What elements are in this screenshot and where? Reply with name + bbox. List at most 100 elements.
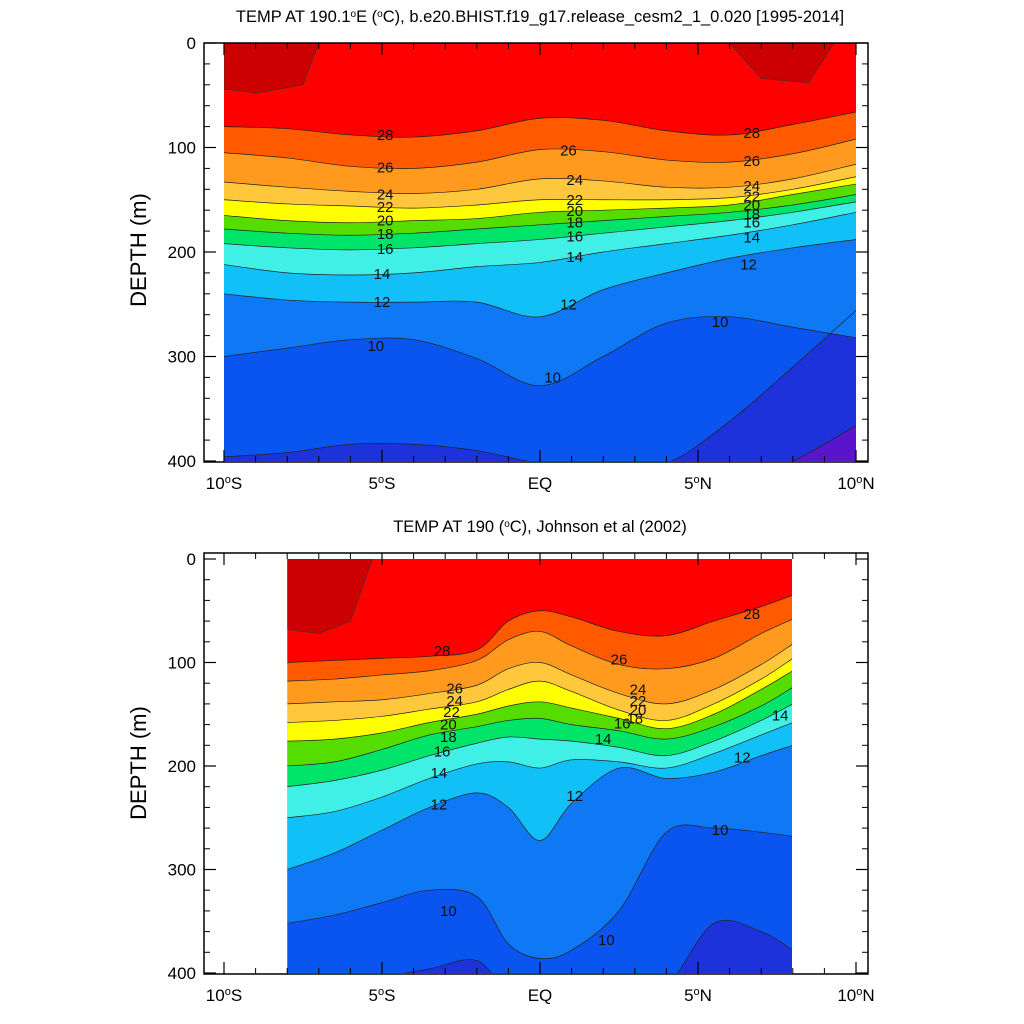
contour-label: 26 [743,153,760,170]
contour-label: 10 [598,932,615,949]
contour-label: 14 [566,249,583,266]
contour-label: 18 [743,206,760,223]
contour-label: 12 [566,788,583,805]
isotherm-18 [287,687,792,767]
isotherm-9 [224,310,856,461]
x-tick-label: 5oS [369,986,396,1005]
contour-label: 24 [743,178,760,195]
isotherm-22 [287,658,792,723]
isotherm-9 [403,919,792,973]
isotherm-26 [224,138,856,169]
contour-label: 28 [743,606,760,623]
x-axis: 10oS 5oS EQ 5oN 10oN [206,553,875,1005]
contour-label: 24 [566,172,583,189]
y-axis-label: DEPTH (m) [126,706,151,820]
chart-title: TEMP AT 190.1oE (oC), b.e20.BHIST.f19_g1… [236,8,844,26]
contour-label: 16 [377,241,394,258]
y-tick-label: 300 [168,348,196,367]
y-axis-label: DEPTH (m) [126,193,151,307]
contour-label: 22 [377,199,394,216]
contour-label: 14 [374,266,391,283]
contour-label: 18 [377,226,394,243]
isotherm-18 [224,194,856,236]
contour-label: 28 [434,643,451,660]
y-axis: 0 100 200 300 400 [168,34,868,471]
isotherm-22 [224,176,856,209]
contour-label: 20 [440,717,457,734]
y-tick-label: 300 [168,861,196,880]
x-tick-label: 5oN [684,986,712,1005]
contour-label: 12 [734,750,751,767]
isotherm-14 [224,211,856,276]
contour-label: 18 [566,215,583,232]
contour-label: 24 [630,681,647,698]
contour-label: 20 [566,203,583,220]
y-tick-label: 0 [187,550,196,569]
contour-label: 28 [377,127,394,144]
contour-label: 22 [630,693,647,710]
contour-label: 12 [740,257,757,274]
x-tick-label: 10oN [837,986,874,1005]
y-axis: 0 100 200 300 400 [168,550,868,983]
top-panel-cesm2: 2826242220181614121026242220181614121028… [126,8,875,493]
x-tick-label: EQ [528,986,553,1005]
x-tick-label: 10oS [206,474,242,493]
isotherm-28 [287,595,792,663]
contour-label: 14 [431,765,448,782]
contour-label: 26 [611,651,628,668]
isotherm-24 [224,163,856,194]
x-tick-label: 5oN [684,474,712,493]
no-data-left [224,559,288,973]
contour-label: 28 [743,125,760,142]
y-tick-label: 200 [168,243,196,262]
contour-lines [224,111,856,461]
contour-label: 16 [566,228,583,245]
contour-label: 16 [614,716,631,733]
band-above-28 [224,43,856,138]
contour-label: 14 [595,731,612,748]
contour-label: 22 [566,192,583,209]
y-tick-label: 400 [168,964,196,983]
contour-labels: 2826242220181614121026242220181614121028… [367,125,760,387]
isotherm-20 [287,670,792,742]
temperature-field [224,43,856,461]
x-tick-label: EQ [528,474,553,493]
chart-title: TEMP AT 190 (oC), Johnson et al (2002) [393,518,687,536]
contour-label: 12 [374,294,391,311]
isotherm-16 [287,703,792,788]
contour-label: 16 [743,215,760,232]
isotherm-28 [224,111,856,138]
y-tick-label: 0 [187,34,196,53]
y-tick-label: 400 [168,452,196,471]
contour-label: 20 [630,702,647,719]
contour-label: 12 [560,296,577,313]
warm-pool-1 [729,43,835,84]
y-tick-label: 200 [168,757,196,776]
contour-label: 26 [377,159,394,176]
isotherm-10 [224,316,856,387]
contour-label: 10 [712,314,729,331]
y-tick-label: 100 [168,654,196,673]
isotherm-20 [224,183,856,224]
isotherm-12 [287,745,792,870]
contour-label: 24 [446,693,463,710]
plot-frame [203,552,869,975]
isotherm-24 [287,643,792,705]
contour-label: 10 [712,822,729,839]
contour-label: 20 [377,213,394,230]
contour-labels: 2826242220181614121026242220181614121028… [431,606,789,949]
contour-label: 22 [443,704,460,721]
contour-label: 10 [367,338,384,355]
contour-label: 10 [544,369,561,386]
contour-label: 22 [743,189,760,206]
contour-label: 10 [440,903,457,920]
contour-label: 14 [772,707,789,724]
contour-lines [287,595,792,973]
x-tick-label: 10oS [206,986,242,1005]
contour-label: 24 [377,187,394,204]
contour-label: 12 [431,796,448,813]
temperature-field [287,559,792,973]
contour-label: 26 [446,680,463,697]
contour-label: 16 [434,744,451,761]
